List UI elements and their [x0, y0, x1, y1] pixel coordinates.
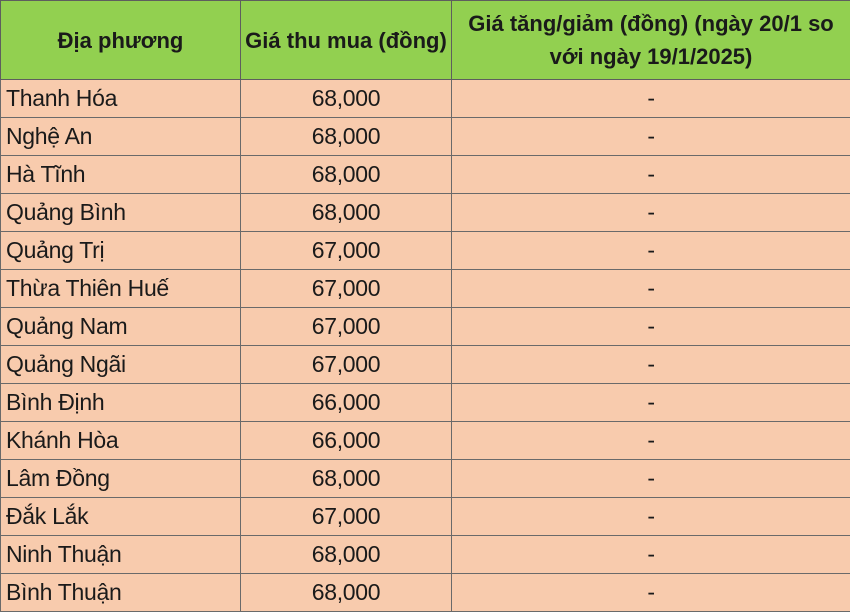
region-cell: Ninh Thuận: [0, 535, 241, 574]
price-cell: 66,000: [240, 383, 452, 422]
table-row: Thanh Hóa 68,000-: [0, 79, 850, 118]
table-row: Khánh Hòa 66,000-: [0, 421, 850, 460]
header-price: Giá thu mua (đồng): [240, 0, 452, 80]
region-cell: Đắk Lắk: [0, 497, 241, 536]
change-cell: -: [451, 459, 850, 498]
price-cell: 68,000: [240, 459, 452, 498]
change-cell: -: [451, 117, 850, 156]
price-cell: 67,000: [240, 231, 452, 270]
price-cell: 68,000: [240, 535, 452, 574]
region-cell: Hà Tĩnh: [0, 155, 241, 194]
table-row: Quảng Nam 67,000-: [0, 307, 850, 346]
price-cell: 67,000: [240, 307, 452, 346]
region-cell: Quảng Trị: [0, 231, 241, 270]
change-cell: -: [451, 231, 850, 270]
region-cell: Thanh Hóa: [0, 79, 241, 118]
price-cell: 68,000: [240, 573, 452, 612]
region-cell: Thừa Thiên Huế: [0, 269, 241, 308]
region-cell: Nghệ An: [0, 117, 241, 156]
region-cell: Quảng Bình: [0, 193, 241, 232]
price-cell: 67,000: [240, 345, 452, 384]
price-cell: 68,000: [240, 193, 452, 232]
region-cell: Lâm Đồng: [0, 459, 241, 498]
change-cell: -: [451, 79, 850, 118]
table-row: Lâm Đồng 68,000-: [0, 459, 850, 498]
table-row: Quảng Bình 68,000-: [0, 193, 850, 232]
table-row: Ninh Thuận 68,000-: [0, 535, 850, 574]
change-cell: -: [451, 345, 850, 384]
table-row: Thừa Thiên Huế 67,000-: [0, 269, 850, 308]
table-row: Đắk Lắk 67,000-: [0, 497, 850, 536]
region-cell: Khánh Hòa: [0, 421, 241, 460]
change-cell: -: [451, 573, 850, 612]
table-row: Nghệ An 68,000-: [0, 117, 850, 156]
change-cell: -: [451, 535, 850, 574]
region-cell: Bình Định: [0, 383, 241, 422]
table-row: Quảng Trị 67,000-: [0, 231, 850, 270]
table-row: Bình Thuận 68,000-: [0, 573, 850, 612]
price-cell: 68,000: [240, 155, 452, 194]
change-cell: -: [451, 383, 850, 422]
price-cell: 67,000: [240, 497, 452, 536]
price-cell: 66,000: [240, 421, 452, 460]
change-cell: -: [451, 497, 850, 536]
price-cell: 68,000: [240, 79, 452, 118]
table-row: Quảng Ngãi 67,000-: [0, 345, 850, 384]
region-cell: Bình Thuận: [0, 573, 241, 612]
change-cell: -: [451, 155, 850, 194]
change-cell: -: [451, 269, 850, 308]
change-cell: -: [451, 421, 850, 460]
region-cell: Quảng Nam: [0, 307, 241, 346]
price-cell: 68,000: [240, 117, 452, 156]
table-row: Bình Định 66,000-: [0, 383, 850, 422]
header-region: Địa phương: [0, 0, 241, 80]
price-cell: 67,000: [240, 269, 452, 308]
change-cell: -: [451, 193, 850, 232]
region-cell: Quảng Ngãi: [0, 345, 241, 384]
change-cell: -: [451, 307, 850, 346]
header-row: Địa phương Giá thu mua (đồng) Giá tăng/g…: [0, 0, 850, 80]
table-row: Hà Tĩnh 68,000-: [0, 155, 850, 194]
header-change: Giá tăng/giảm (đồng) (ngày 20/1 so với n…: [451, 0, 850, 80]
